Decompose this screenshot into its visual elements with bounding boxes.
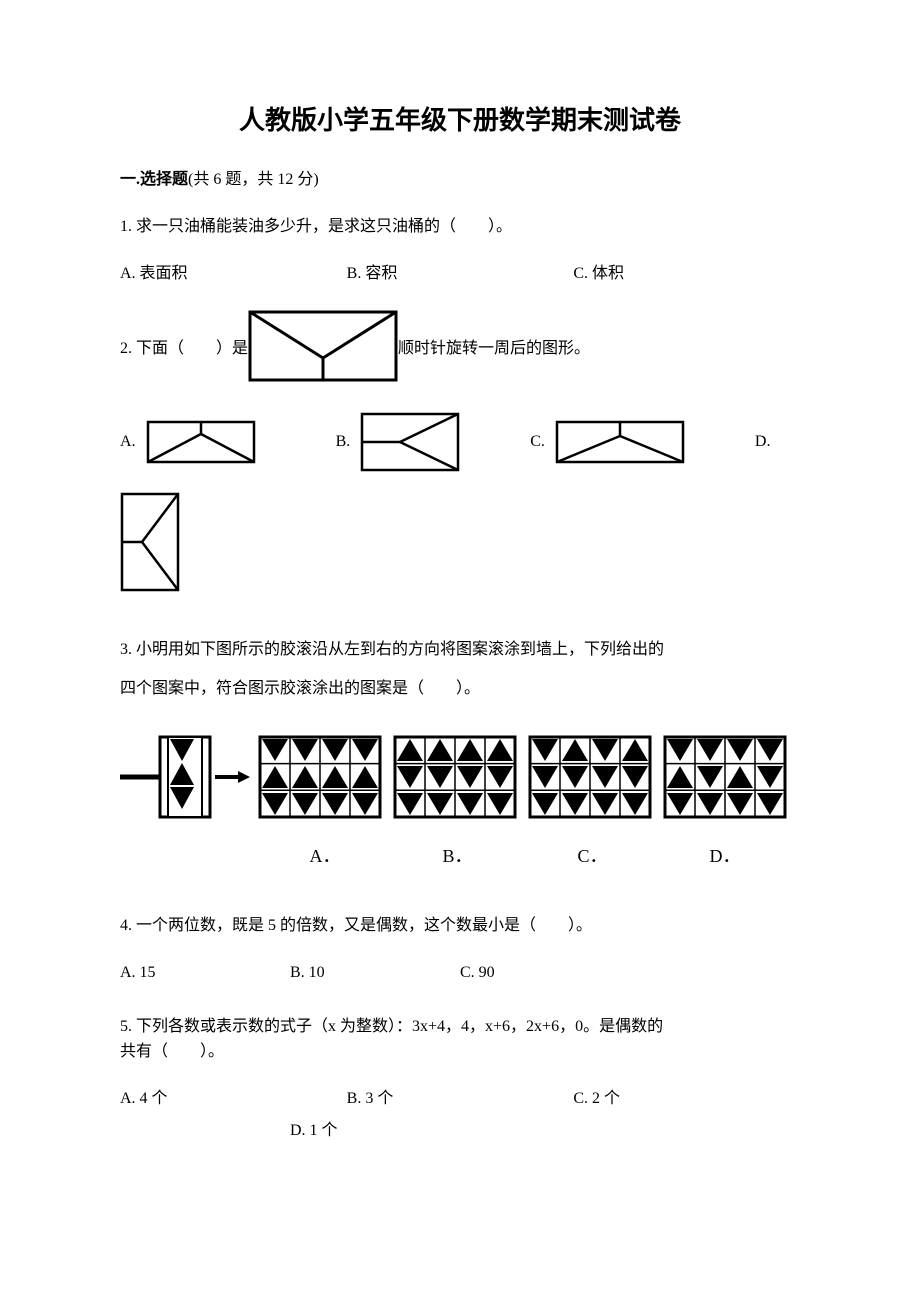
q2-options-row: A. B. C. — [120, 412, 800, 472]
q3-line2: 四个图案中，符合图示胶滚涂出的图案是（ ）。 — [120, 671, 800, 706]
q2-figure-d-row — [120, 492, 800, 592]
q3-line1: 3. 小明用如下图所示的胶滚沿从左到右的方向将图案滚涂到墙上，下列给出的 — [120, 632, 800, 667]
q5-options: A. 4 个 B. 3 个 C. 2 个 D. 1 个 — [120, 1083, 800, 1147]
q1-option-a: A. 表面积 — [120, 258, 347, 290]
q3-label-d: D． — [660, 842, 790, 868]
q2-label-a: A. — [120, 433, 136, 451]
q2-stem-post: 顺时针旋转一周后的图形。 — [398, 334, 590, 358]
q5-option-d: D. 1 个 — [290, 1122, 338, 1139]
q3-labels: A． B． C． D． — [120, 842, 800, 868]
q2-figure-d — [120, 533, 180, 550]
q3-label-b: B． — [390, 842, 525, 868]
q3-label-c: C． — [525, 842, 660, 868]
q1-stem: 1. 求一只油桶能装油多少升，是求这只油桶的（ ）。 — [120, 209, 800, 244]
q4-option-c: C. 90 — [460, 957, 630, 989]
q3-label-a: A． — [260, 842, 390, 868]
q5-option-c: C. 2 个 — [573, 1083, 800, 1115]
section-1-meta: (共 6 题，共 12 分) — [188, 171, 319, 188]
q4-option-b: B. 10 — [290, 957, 460, 989]
q2-label-d: D. — [755, 433, 771, 451]
q2-figure-b — [360, 412, 460, 472]
q5-option-a: A. 4 个 — [120, 1083, 347, 1115]
q1-option-c: C. 体积 — [573, 258, 800, 290]
q2-figure-a — [146, 420, 256, 464]
q1-options: A. 表面积 B. 容积 C. 体积 — [120, 258, 800, 290]
q3-figure — [120, 727, 800, 832]
q2-figure-c — [555, 420, 685, 464]
q4-option-a: A. 15 — [120, 957, 290, 989]
page-title: 人教版小学五年级下册数学期末测试卷 — [120, 100, 800, 137]
q2-stem-pre: 2. 下面（ ）是 — [120, 334, 248, 358]
q5-option-b: B. 3 个 — [347, 1083, 574, 1115]
section-1-header: 一.选择题(共 6 题，共 12 分) — [120, 165, 800, 189]
q4-stem: 4. 一个两位数，既是 5 的倍数，又是偶数，这个数最小是（ ）。 — [120, 908, 800, 943]
q1-option-b: B. 容积 — [347, 258, 574, 290]
q4-options: A. 15 B. 10 C. 90 — [120, 957, 800, 989]
q2-stem: 2. 下面（ ）是 顺时针旋转一周后的图形。 — [120, 310, 800, 382]
section-1-label: 一.选择题 — [120, 171, 188, 188]
q2-label-c: C. — [530, 433, 545, 451]
q2-label-b: B. — [336, 433, 351, 451]
q2-main-figure — [248, 310, 398, 382]
